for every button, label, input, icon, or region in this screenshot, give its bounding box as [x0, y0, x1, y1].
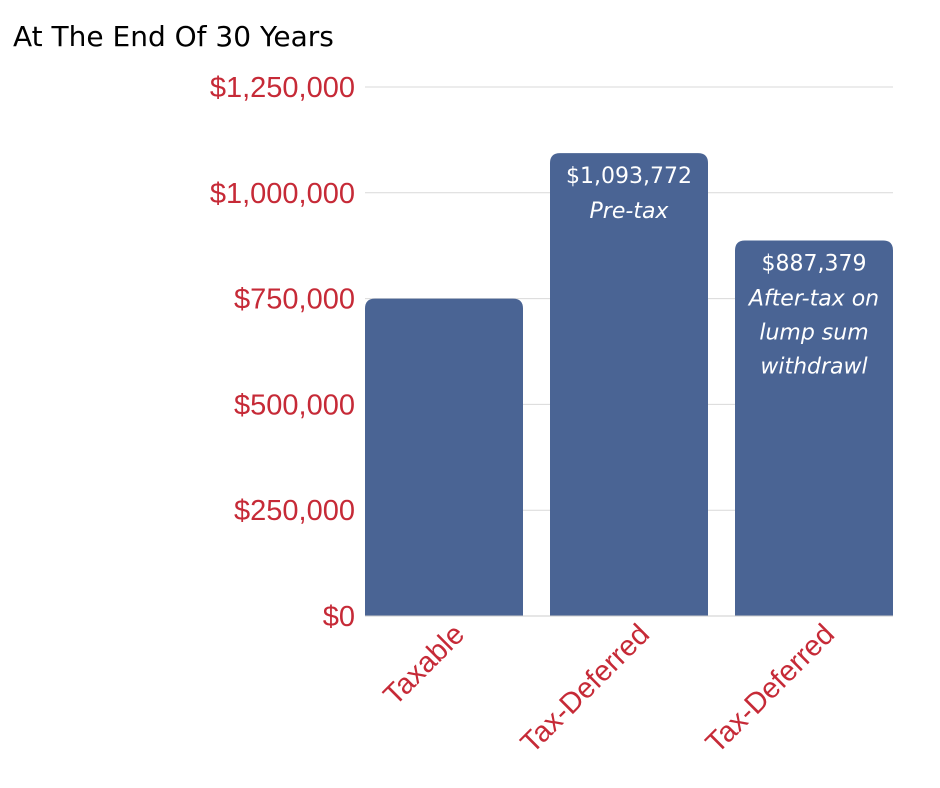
x-tick-label: Tax-Deferred: [700, 618, 841, 759]
bar: [550, 153, 708, 616]
x-tick-label: Tax-Deferred: [515, 618, 656, 759]
bar: [365, 298, 523, 616]
data-label: $887,379: [762, 251, 867, 276]
data-label-note: Pre-tax: [590, 199, 670, 224]
y-tick-label: $1,250,000: [210, 72, 355, 104]
y-tick-label: $1,000,000: [210, 178, 355, 210]
data-label-note: After-tax on: [747, 286, 879, 311]
chart-title: At The End Of 30 Years: [13, 20, 334, 53]
y-tick-label: $500,000: [234, 389, 355, 421]
y-tick-label: $250,000: [234, 495, 355, 527]
bar: [735, 240, 893, 616]
x-tick-label: Taxable: [378, 618, 471, 711]
y-tick-label: $750,000: [234, 284, 355, 316]
y-tick-label: $0: [323, 601, 355, 633]
data-label: $1,093,772: [566, 164, 692, 189]
data-label-note: lump sum: [759, 320, 868, 345]
data-label-note: withdrawl: [760, 354, 867, 379]
